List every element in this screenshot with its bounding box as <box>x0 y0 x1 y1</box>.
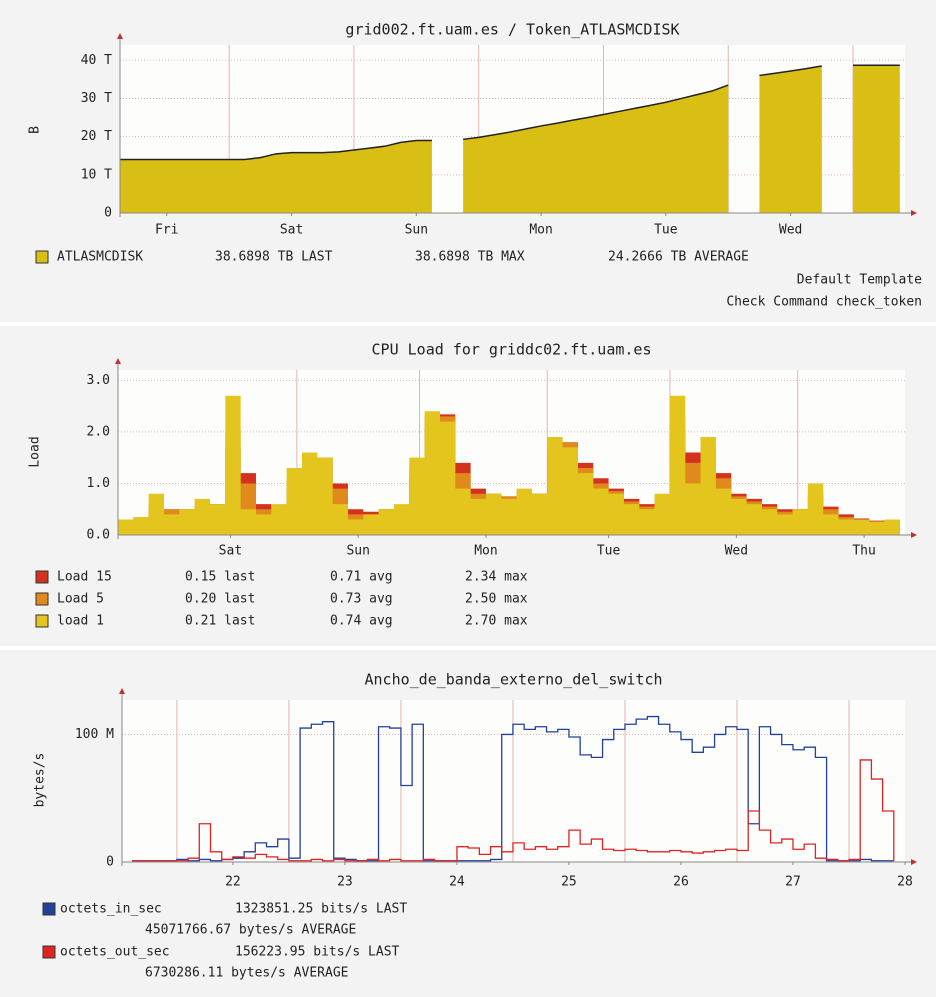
legend-stat: 1323851.25 bits/s LAST <box>235 902 407 917</box>
legend-swatch <box>42 945 56 959</box>
y-tick-label: 3.0 <box>87 373 110 388</box>
x-tick-label: Tue <box>597 544 621 559</box>
area <box>118 395 900 535</box>
y-axis-label: Load <box>28 436 43 467</box>
x-tick-label: Mon <box>529 223 552 238</box>
legend-stat: 0.73 avg <box>330 592 393 607</box>
legend-label: octets_out_sec <box>60 945 170 960</box>
legend-stat: 0.15 last <box>185 570 255 585</box>
legend-stat: 24.2666 TB AVERAGE <box>608 250 749 265</box>
x-tick-label: 28 <box>897 875 913 890</box>
y-tick-label: 1.0 <box>87 476 110 491</box>
x-tick-label: Mon <box>474 544 497 559</box>
x-tick-label: 25 <box>561 875 577 890</box>
legend-stat: 0.20 last <box>185 592 255 607</box>
y-axis-label: bytes/s <box>33 753 48 808</box>
y-tick-label: 30 T <box>81 91 112 106</box>
y-tick-label: 0 <box>106 855 114 870</box>
chart-title: grid002.ft.uam.es / Token_ATLASMCDISK <box>345 21 679 39</box>
x-tick-label: 22 <box>225 875 241 890</box>
y-tick-label: 100 M <box>75 727 114 742</box>
x-tick-label: Thu <box>852 544 875 559</box>
legend-label: octets_in_sec <box>60 902 162 917</box>
legend-stat: 156223.95 bits/s LAST <box>235 945 400 960</box>
legend-swatch <box>35 592 49 606</box>
area-outline <box>120 64 900 161</box>
x-tick-label: Tue <box>654 223 678 238</box>
area <box>120 65 900 214</box>
legend-stat: 38.6898 TB LAST <box>215 250 333 265</box>
x-tick-label: 26 <box>673 875 689 890</box>
chart-title: CPU Load for griddc02.ft.uam.es <box>372 341 652 359</box>
axis-arrow <box>911 210 917 216</box>
axis-arrow <box>119 688 125 694</box>
x-tick-label: 27 <box>785 875 801 890</box>
legend-swatch <box>35 570 49 584</box>
legend-stat: 0.21 last <box>185 614 255 629</box>
axis-arrow <box>911 859 917 865</box>
legend-stat: 38.6898 TB MAX <box>415 250 525 265</box>
chart-title: Ancho_de_banda_externo_del_switch <box>364 671 662 689</box>
y-tick-label: 10 T <box>81 167 112 182</box>
legend-stat: 2.50 max <box>465 592 528 607</box>
legend-swatch <box>42 902 56 916</box>
y-axis-label: B <box>28 126 43 134</box>
y-tick-label: 0.0 <box>87 528 110 543</box>
legend-stat: 2.70 max <box>465 614 528 629</box>
legend-swatch <box>35 614 49 628</box>
legend-stat: 45071766.67 bytes/s AVERAGE <box>145 923 356 938</box>
legend-label: load 1 <box>57 614 104 629</box>
y-tick-label: 2.0 <box>87 424 110 439</box>
x-tick-label: Fri <box>155 223 178 238</box>
x-tick-label: Wed <box>779 223 802 238</box>
legend-stat: 2.34 max <box>465 570 528 585</box>
x-tick-label: 23 <box>337 875 353 890</box>
axis-arrow <box>117 33 123 39</box>
y-tick-label: 20 T <box>81 129 112 144</box>
x-tick-label: Sat <box>280 223 303 238</box>
legend-stat: 0.71 avg <box>330 570 393 585</box>
x-tick-label: Sun <box>346 544 369 559</box>
legend-label: Load 5 <box>57 592 104 607</box>
x-tick-label: Sat <box>219 544 242 559</box>
y-tick-label: 0 <box>104 206 112 221</box>
legend-swatch <box>35 250 49 264</box>
legend-stat: 6730286.11 bytes/s AVERAGE <box>145 966 349 981</box>
note: Default Template <box>797 273 922 288</box>
line <box>132 715 894 862</box>
axis-arrow <box>911 532 917 538</box>
note: Check Command check_token <box>726 295 922 310</box>
legend-stat: 0.74 avg <box>330 614 393 629</box>
x-tick-label: Sun <box>405 223 428 238</box>
axis-arrow <box>115 358 121 364</box>
y-tick-label: 40 T <box>81 53 112 68</box>
x-tick-label: 24 <box>449 875 465 890</box>
legend-label: Load 15 <box>57 570 112 585</box>
x-tick-label: Wed <box>725 544 748 559</box>
line <box>132 759 895 862</box>
legend-label: ATLASMCDISK <box>57 250 143 265</box>
